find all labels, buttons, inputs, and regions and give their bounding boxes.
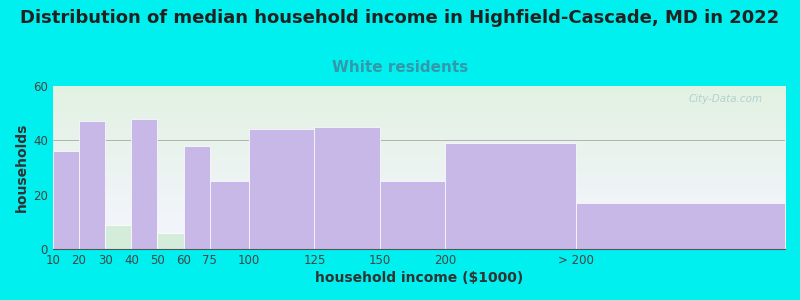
Bar	[53, 151, 79, 249]
Bar	[131, 118, 158, 249]
Bar	[184, 146, 210, 249]
Bar	[380, 181, 445, 249]
Text: Distribution of median household income in Highfield-Cascade, MD in 2022: Distribution of median household income …	[20, 9, 780, 27]
Text: White residents: White residents	[332, 60, 468, 75]
Bar	[79, 121, 105, 249]
Bar	[249, 130, 314, 249]
Bar	[158, 233, 184, 249]
Y-axis label: households: households	[15, 123, 29, 212]
Bar	[314, 127, 380, 249]
X-axis label: household income ($1000): household income ($1000)	[315, 271, 523, 285]
Text: City-Data.com: City-Data.com	[689, 94, 763, 104]
Bar	[576, 203, 785, 249]
Bar	[105, 224, 131, 249]
Bar	[210, 181, 249, 249]
Bar	[445, 143, 576, 249]
